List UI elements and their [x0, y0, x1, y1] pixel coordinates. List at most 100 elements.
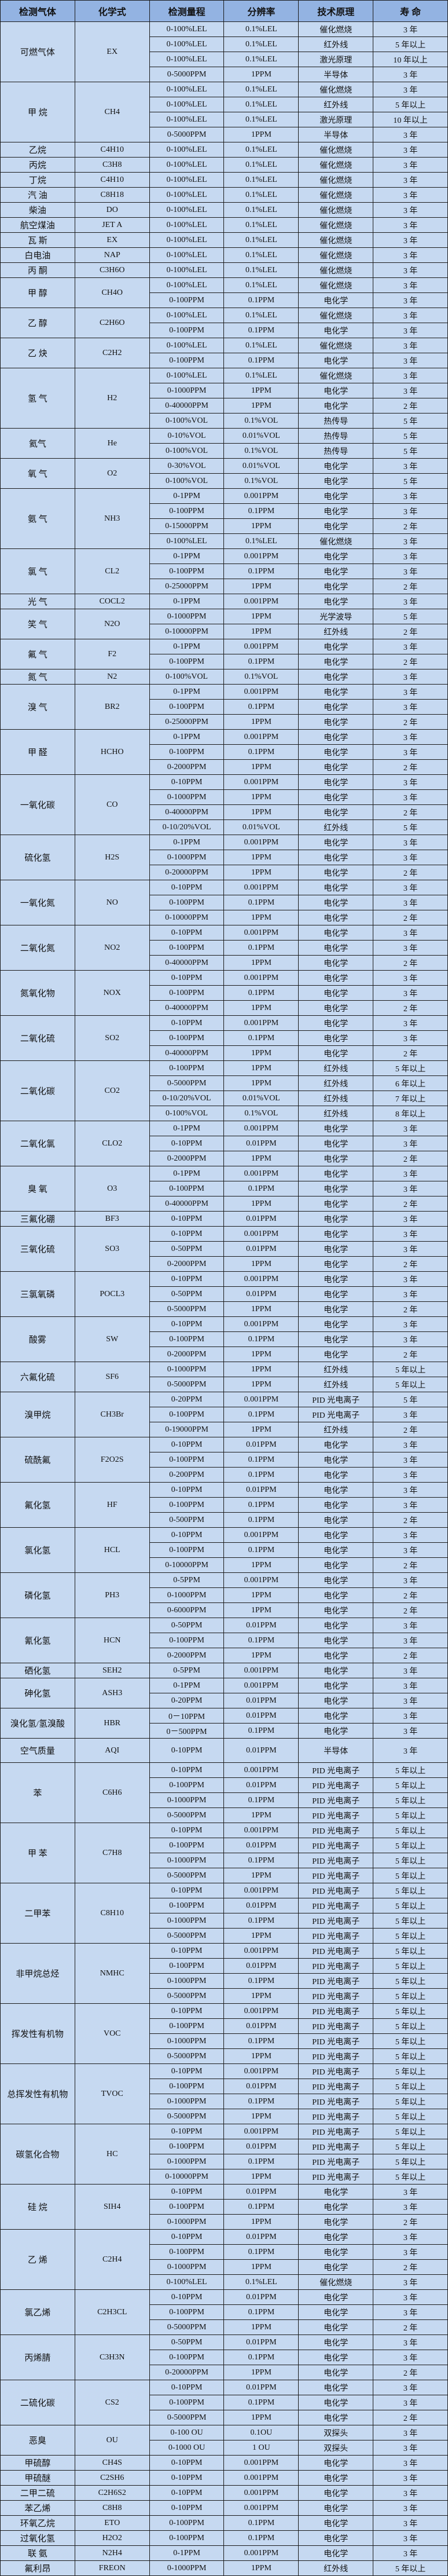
resolution-cell: 0.001PPM [223, 2063, 299, 2079]
principle-cell: PID 光电离子 [298, 2169, 374, 2185]
table-row: 丁烷 C4H10 0-100%LEL 0.1%LEL 催化燃烧 3 年 [0, 172, 448, 188]
principle-cell: 热传导 [298, 443, 374, 459]
principle-cell: 电化学 [298, 1633, 374, 1648]
resolution-cell: 0.1%LEL [223, 52, 299, 67]
range-cell: 0-10PPM [149, 2455, 225, 2471]
principle-cell: 电化学 [298, 398, 374, 414]
principle-cell: 电化学 [298, 2304, 374, 2320]
gas-name-cell: 氦气 [0, 428, 75, 459]
table-row: 0-100PPM 0.1PPM 电化学 3 年 [1, 2350, 448, 2365]
table-row: 溴甲烷 CH3Br 0-20PPM 0.001PPM PID 光电离子 5 年 [0, 1392, 448, 1437]
formula-cell: N2O [74, 609, 150, 639]
table-row: 甲 醇 CH4O 0-100%LEL 0.1%LEL 催化燃烧 3 年 [0, 277, 448, 308]
range-cell: 0-10%VOL [149, 428, 225, 444]
principle-cell: 电化学 [298, 940, 374, 956]
lifetime-cell: 3 年 [373, 1738, 448, 1763]
formula-cell: H2S [74, 835, 150, 880]
range-cell: 0-2000PPM [149, 1256, 225, 1272]
lifetime-cell: 3 年 [373, 1316, 448, 1332]
gas-name-cell: 白电油 [0, 247, 75, 263]
principle-cell: 电化学 [298, 970, 374, 986]
resolution-cell: 1PPM [223, 1988, 299, 2004]
table-row: 0-40000PPM 1PPM 电化学 2 年 [1, 1196, 448, 1212]
range-cell: 0-1000PPM [149, 2214, 225, 2230]
range-cell: 0-100%VOL [149, 473, 225, 489]
lifetime-cell: 2 年 [373, 955, 448, 971]
formula-cell: EX [74, 232, 150, 248]
formula-cell: TVOC [74, 2063, 150, 2124]
table-row: 0-100PPM 0.1PPM 电化学 3 年 [1, 985, 448, 1001]
lifetime-cell: 2 年 [373, 1045, 448, 1061]
range-cell: 0-100PPM [149, 2515, 225, 2531]
principle-cell: 红外线 [298, 1091, 374, 1106]
principle-cell: 电化学 [298, 1136, 374, 1151]
table-row: 氰化氢 HCN 0-50PPM 0.01PPM 电化学 3 年 [0, 1618, 448, 1663]
resolution-cell: 1PPM [223, 2365, 299, 2380]
resolution-cell: 1PPM [223, 1075, 299, 1091]
formula-cell: SEH2 [74, 1663, 150, 1678]
table-row: 0-5000PPM 1PPM PID 光电离子 5 年以上 [1, 1988, 448, 2004]
principle-cell: PID 光电离子 [298, 2063, 374, 2079]
principle-cell: 电化学 [298, 684, 374, 700]
lifetime-cell: 5 年以上 [373, 2048, 448, 2064]
principle-cell: PID 光电离子 [298, 2018, 374, 2034]
table-row: 0-5000PPM 1PPM 电化学 2 年 [1, 2410, 448, 2425]
table-row: 0-10000PPM 1PPM PID 光电离子 5 年以上 [1, 2169, 448, 2185]
formula-cell: C8H10 [74, 1883, 150, 1944]
principle-cell: 催化燃烧 [298, 338, 374, 353]
gas-name-cell: 氮氧化物 [0, 970, 75, 1016]
range-cell: 0-5000PPM [149, 127, 225, 142]
header-range: 检测量程 [149, 0, 225, 22]
lifetime-cell: 3 年 [373, 21, 448, 37]
table-row: 一氧化氮 NO 0-10PPM 0.001PPM 电化学 3 年 [0, 880, 448, 925]
resolution-cell: 1PPM [223, 759, 299, 775]
principle-cell: 电化学 [298, 2470, 374, 2486]
lifetime-cell: 3 年 [373, 2274, 448, 2290]
table-row: 0-40000PPM 1PPM 电化学 2 年 [1, 955, 448, 971]
table-row: 0-100PPM 0.1PPM 电化学 3 年 [1, 1331, 448, 1347]
lifetime-cell: 3 年 [373, 1723, 448, 1739]
formula-cell: NO2 [74, 925, 150, 971]
resolution-cell: 0.1PPM [223, 2154, 299, 2169]
resolution-cell: 0.1%VOL [223, 413, 299, 429]
formula-cell: C8H18 [74, 187, 150, 203]
range-cell: 0-1000PPM [149, 1362, 225, 1377]
range-cell: 0-100 OU [149, 2425, 225, 2440]
range-cell: 0-50PPM [149, 1618, 225, 1633]
range-cell: 0-1000PPM [149, 1913, 225, 1929]
gas-name-cell: 硫化氢 [0, 835, 75, 880]
table-row: 0-100%VOL 0.1%VOL 热传导 5 年 [1, 443, 448, 459]
table-row: 氧 气 O2 0-30%VOL 0.01%VOL 电化学 3 年 [0, 458, 448, 489]
formula-cell: SO3 [74, 1226, 150, 1272]
lifetime-cell: 3 年 [373, 503, 448, 519]
principle-cell: 催化燃烧 [298, 202, 374, 218]
lifetime-cell: 3 年 [373, 774, 448, 790]
principle-cell: 电化学 [298, 1482, 374, 1498]
table-row: 磷化氢 PH3 0-5PPM 0.001PPM 电化学 3 年 [0, 1572, 448, 1618]
lifetime-cell: 5 年以上 [373, 2094, 448, 2109]
principle-cell: 电化学 [298, 2500, 374, 2516]
range-cell: 0-100PPM [149, 2199, 225, 2215]
table-row: 0-5000PPM 1PPM PID 光电离子 5 年以上 [1, 2109, 448, 2124]
gas-name-cell: 环氧乙烷 [0, 2515, 75, 2531]
lifetime-cell: 3 年 [373, 323, 448, 338]
principle-cell: 电化学 [298, 2289, 374, 2305]
resolution-cell: 0.001PPM [223, 594, 299, 609]
table-row: 甲硫醇 CH4S 0-10PPM 0.001PPM 电化学 3 年 [0, 2455, 448, 2471]
range-cell: 0-100PPM [149, 1497, 225, 1513]
principle-cell: 电化学 [298, 1226, 374, 1242]
range-cell: 0-1PPM [149, 488, 225, 504]
gas-name-cell: 氰化氢 [0, 1618, 75, 1663]
principle-cell: 电化学 [298, 2485, 374, 2501]
table-row: 0-10000PPM 1PPM 红外线 2 年 [1, 624, 448, 639]
resolution-cell: 0.001PPM [223, 1663, 299, 1678]
resolution-cell: 1PPM [223, 1868, 299, 1883]
lifetime-cell: 3 年 [373, 1286, 448, 1302]
lifetime-cell: 2 年 [373, 1256, 448, 1272]
lifetime-cell: 3 年 [373, 850, 448, 865]
lifetime-cell: 3 年 [373, 1452, 448, 1468]
principle-cell: 电化学 [298, 1331, 374, 1347]
principle-cell: 催化燃烧 [298, 533, 374, 549]
gas-name-cell: 瓦 斯 [0, 232, 75, 248]
lifetime-cell: 2 年 [373, 579, 448, 594]
